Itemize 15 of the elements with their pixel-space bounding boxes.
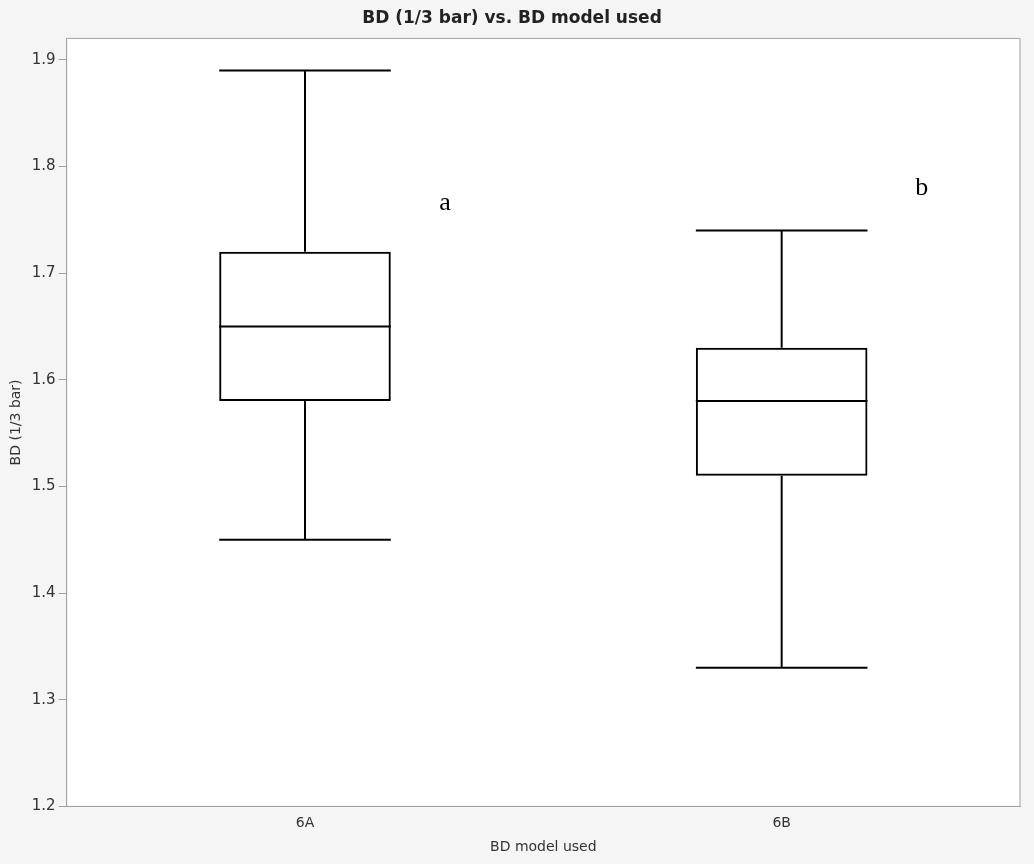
y-tick-label: 1.5 [31, 476, 56, 495]
annotation: a [439, 187, 452, 217]
annotation: b [915, 171, 929, 201]
y-tick-label: 1.7 [31, 262, 56, 281]
y-axis-title: BD (1/3 bar) [7, 379, 24, 466]
y-tick-label: 1.8 [31, 156, 56, 175]
x-axis-title: BD model used [490, 838, 597, 855]
y-tick-label: 1.2 [31, 796, 56, 815]
y-tick-label: 1.9 [31, 49, 56, 68]
y-tick-label: 1.4 [31, 582, 56, 601]
x-tick-label: 6A [295, 814, 315, 831]
chart-title: BD (1/3 bar) vs. BD model used [362, 6, 662, 27]
x-tick-label: 6B [772, 814, 791, 831]
y-tick-label: 1.6 [31, 369, 56, 388]
y-tick-label: 1.3 [31, 689, 56, 708]
